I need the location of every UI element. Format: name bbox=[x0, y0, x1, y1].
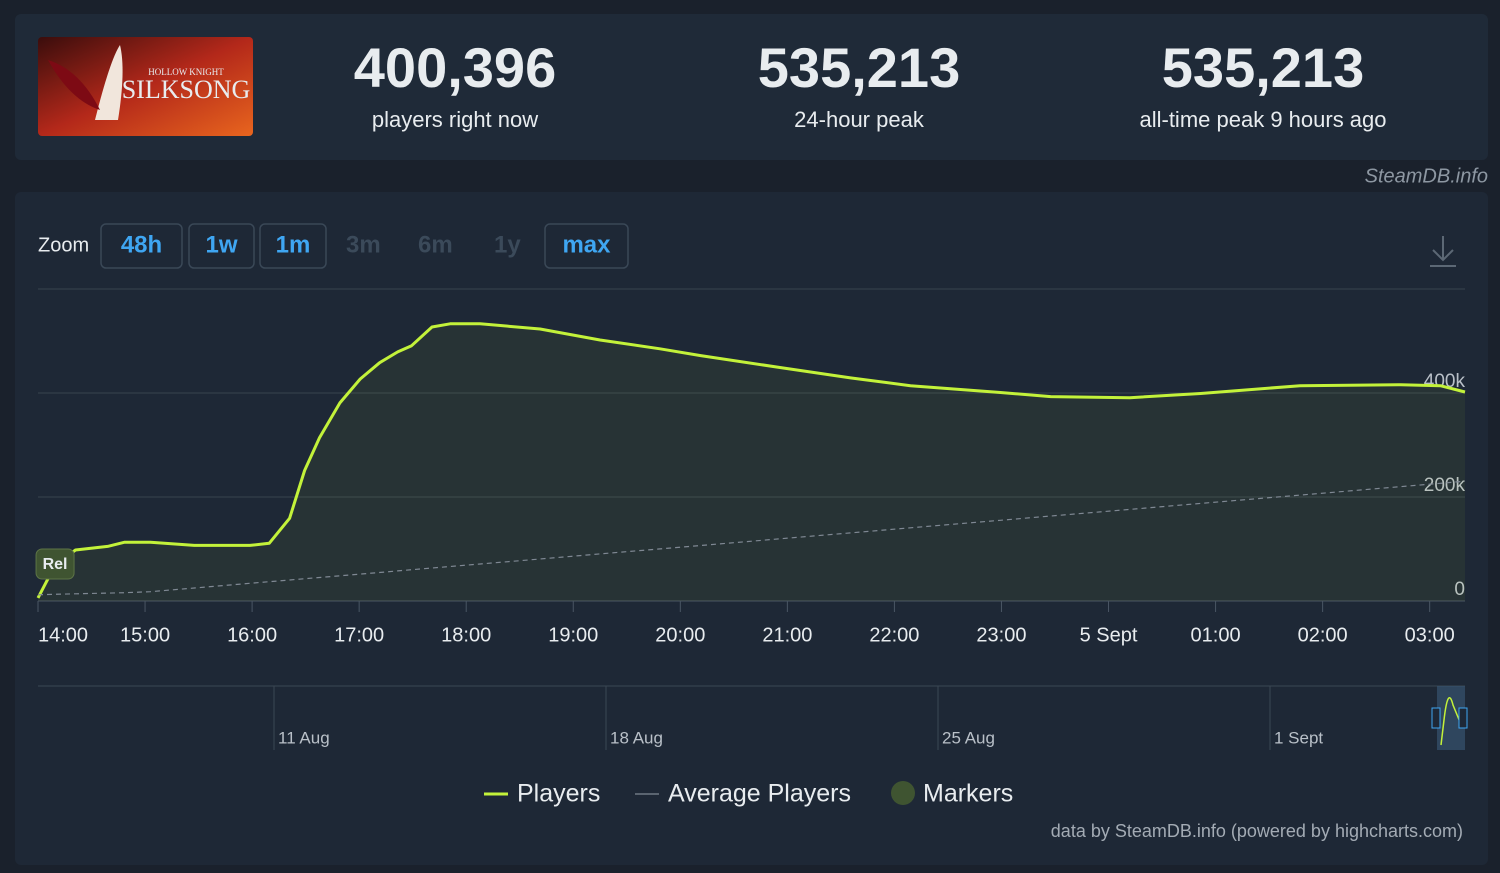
x-tick-label: 02:00 bbox=[1298, 624, 1348, 646]
stat-label: 24-hour peak bbox=[794, 107, 925, 132]
stat-label: all-time peak 9 hours ago bbox=[1139, 107, 1386, 132]
stat-value: 535,213 bbox=[758, 36, 960, 99]
zoom-button-label[interactable]: max bbox=[562, 231, 611, 258]
navigator-handle[interactable] bbox=[1431, 707, 1441, 729]
zoom-button[interactable] bbox=[544, 223, 629, 269]
zoom-button-label[interactable]: 48h bbox=[121, 231, 162, 258]
download-button[interactable] bbox=[1430, 236, 1456, 267]
navigator-handle[interactable] bbox=[1458, 707, 1468, 729]
x-tick-label: 17:00 bbox=[334, 624, 384, 646]
legend-symbol[interactable] bbox=[891, 781, 915, 805]
legend-label[interactable]: Players bbox=[517, 780, 600, 808]
x-tick-label: 16:00 bbox=[227, 624, 277, 646]
stats: 400,396 players right now 535,213 24-hour p… bbox=[354, 36, 1387, 132]
navigator-label: 1 Sept bbox=[1274, 728, 1323, 747]
x-tick-label: 5 Sept bbox=[1080, 624, 1138, 646]
y-tick-label: 200k bbox=[1424, 475, 1466, 496]
game-logo[interactable] bbox=[38, 37, 253, 136]
watermark: SteamDB.info bbox=[1365, 165, 1488, 187]
x-tick-label: 18:00 bbox=[441, 624, 491, 646]
zoom-button-label: 1y bbox=[494, 231, 521, 258]
x-tick-label: 21:00 bbox=[762, 624, 812, 646]
legend-label[interactable]: Average Players bbox=[668, 780, 851, 808]
zoom-button-label[interactable]: 1w bbox=[205, 231, 237, 258]
x-tick-label: 23:00 bbox=[976, 624, 1026, 646]
navigator-line bbox=[1440, 696, 1461, 746]
navigator: 11 Aug 18 Aug 25 Aug 1 Sept bbox=[273, 686, 1468, 750]
x-tick-label: 19:00 bbox=[548, 624, 598, 646]
x-tick-label: 22:00 bbox=[869, 624, 919, 646]
credits: data by SteamDB.info (powered by highcha… bbox=[1051, 821, 1463, 841]
legend: Players Average Players Markers bbox=[484, 780, 1013, 808]
zoom-button-label: 3m bbox=[346, 231, 381, 258]
x-tick-label: 14:00 bbox=[38, 624, 88, 646]
marker-label: Rel bbox=[43, 556, 68, 573]
stats-panel bbox=[15, 14, 1488, 160]
legend-label[interactable]: Markers bbox=[923, 780, 1013, 808]
logo-figure bbox=[95, 45, 123, 120]
x-tick-label: 20:00 bbox=[655, 624, 705, 646]
x-tick-label: 01:00 bbox=[1191, 624, 1241, 646]
y-tick-label: 0 bbox=[1454, 579, 1465, 600]
stat-label: players right now bbox=[372, 107, 538, 132]
zoom-button-label[interactable]: 1m bbox=[276, 231, 311, 258]
marker-flag[interactable] bbox=[35, 548, 75, 580]
download-icon bbox=[1432, 249, 1454, 262]
series-line bbox=[36, 322, 1466, 599]
navigator-label: 25 Aug bbox=[942, 728, 995, 747]
zoom-button[interactable] bbox=[100, 223, 183, 269]
zoom-button-label: 6m bbox=[418, 231, 453, 258]
series-area bbox=[38, 323, 1465, 601]
logo-text-small: HOLLOW KNIGHT bbox=[148, 67, 224, 77]
stat-value: 400,396 bbox=[354, 36, 556, 99]
logo-cloak bbox=[48, 60, 100, 110]
logo-text: SILKSONG bbox=[122, 75, 251, 104]
zoom-buttons: 48h 1w 1m 3m 6m 1y max bbox=[100, 223, 629, 269]
stat-value: 535,213 bbox=[1162, 36, 1364, 99]
x-tick-label: 03:00 bbox=[1405, 624, 1455, 646]
navigator-label: 18 Aug bbox=[610, 728, 663, 747]
zoom-button[interactable] bbox=[188, 223, 255, 269]
x-tick-label: 15:00 bbox=[120, 624, 170, 646]
navigator-label: 11 Aug bbox=[278, 728, 330, 747]
zoom-button[interactable] bbox=[259, 223, 327, 269]
zoom-label: Zoom bbox=[38, 234, 89, 256]
